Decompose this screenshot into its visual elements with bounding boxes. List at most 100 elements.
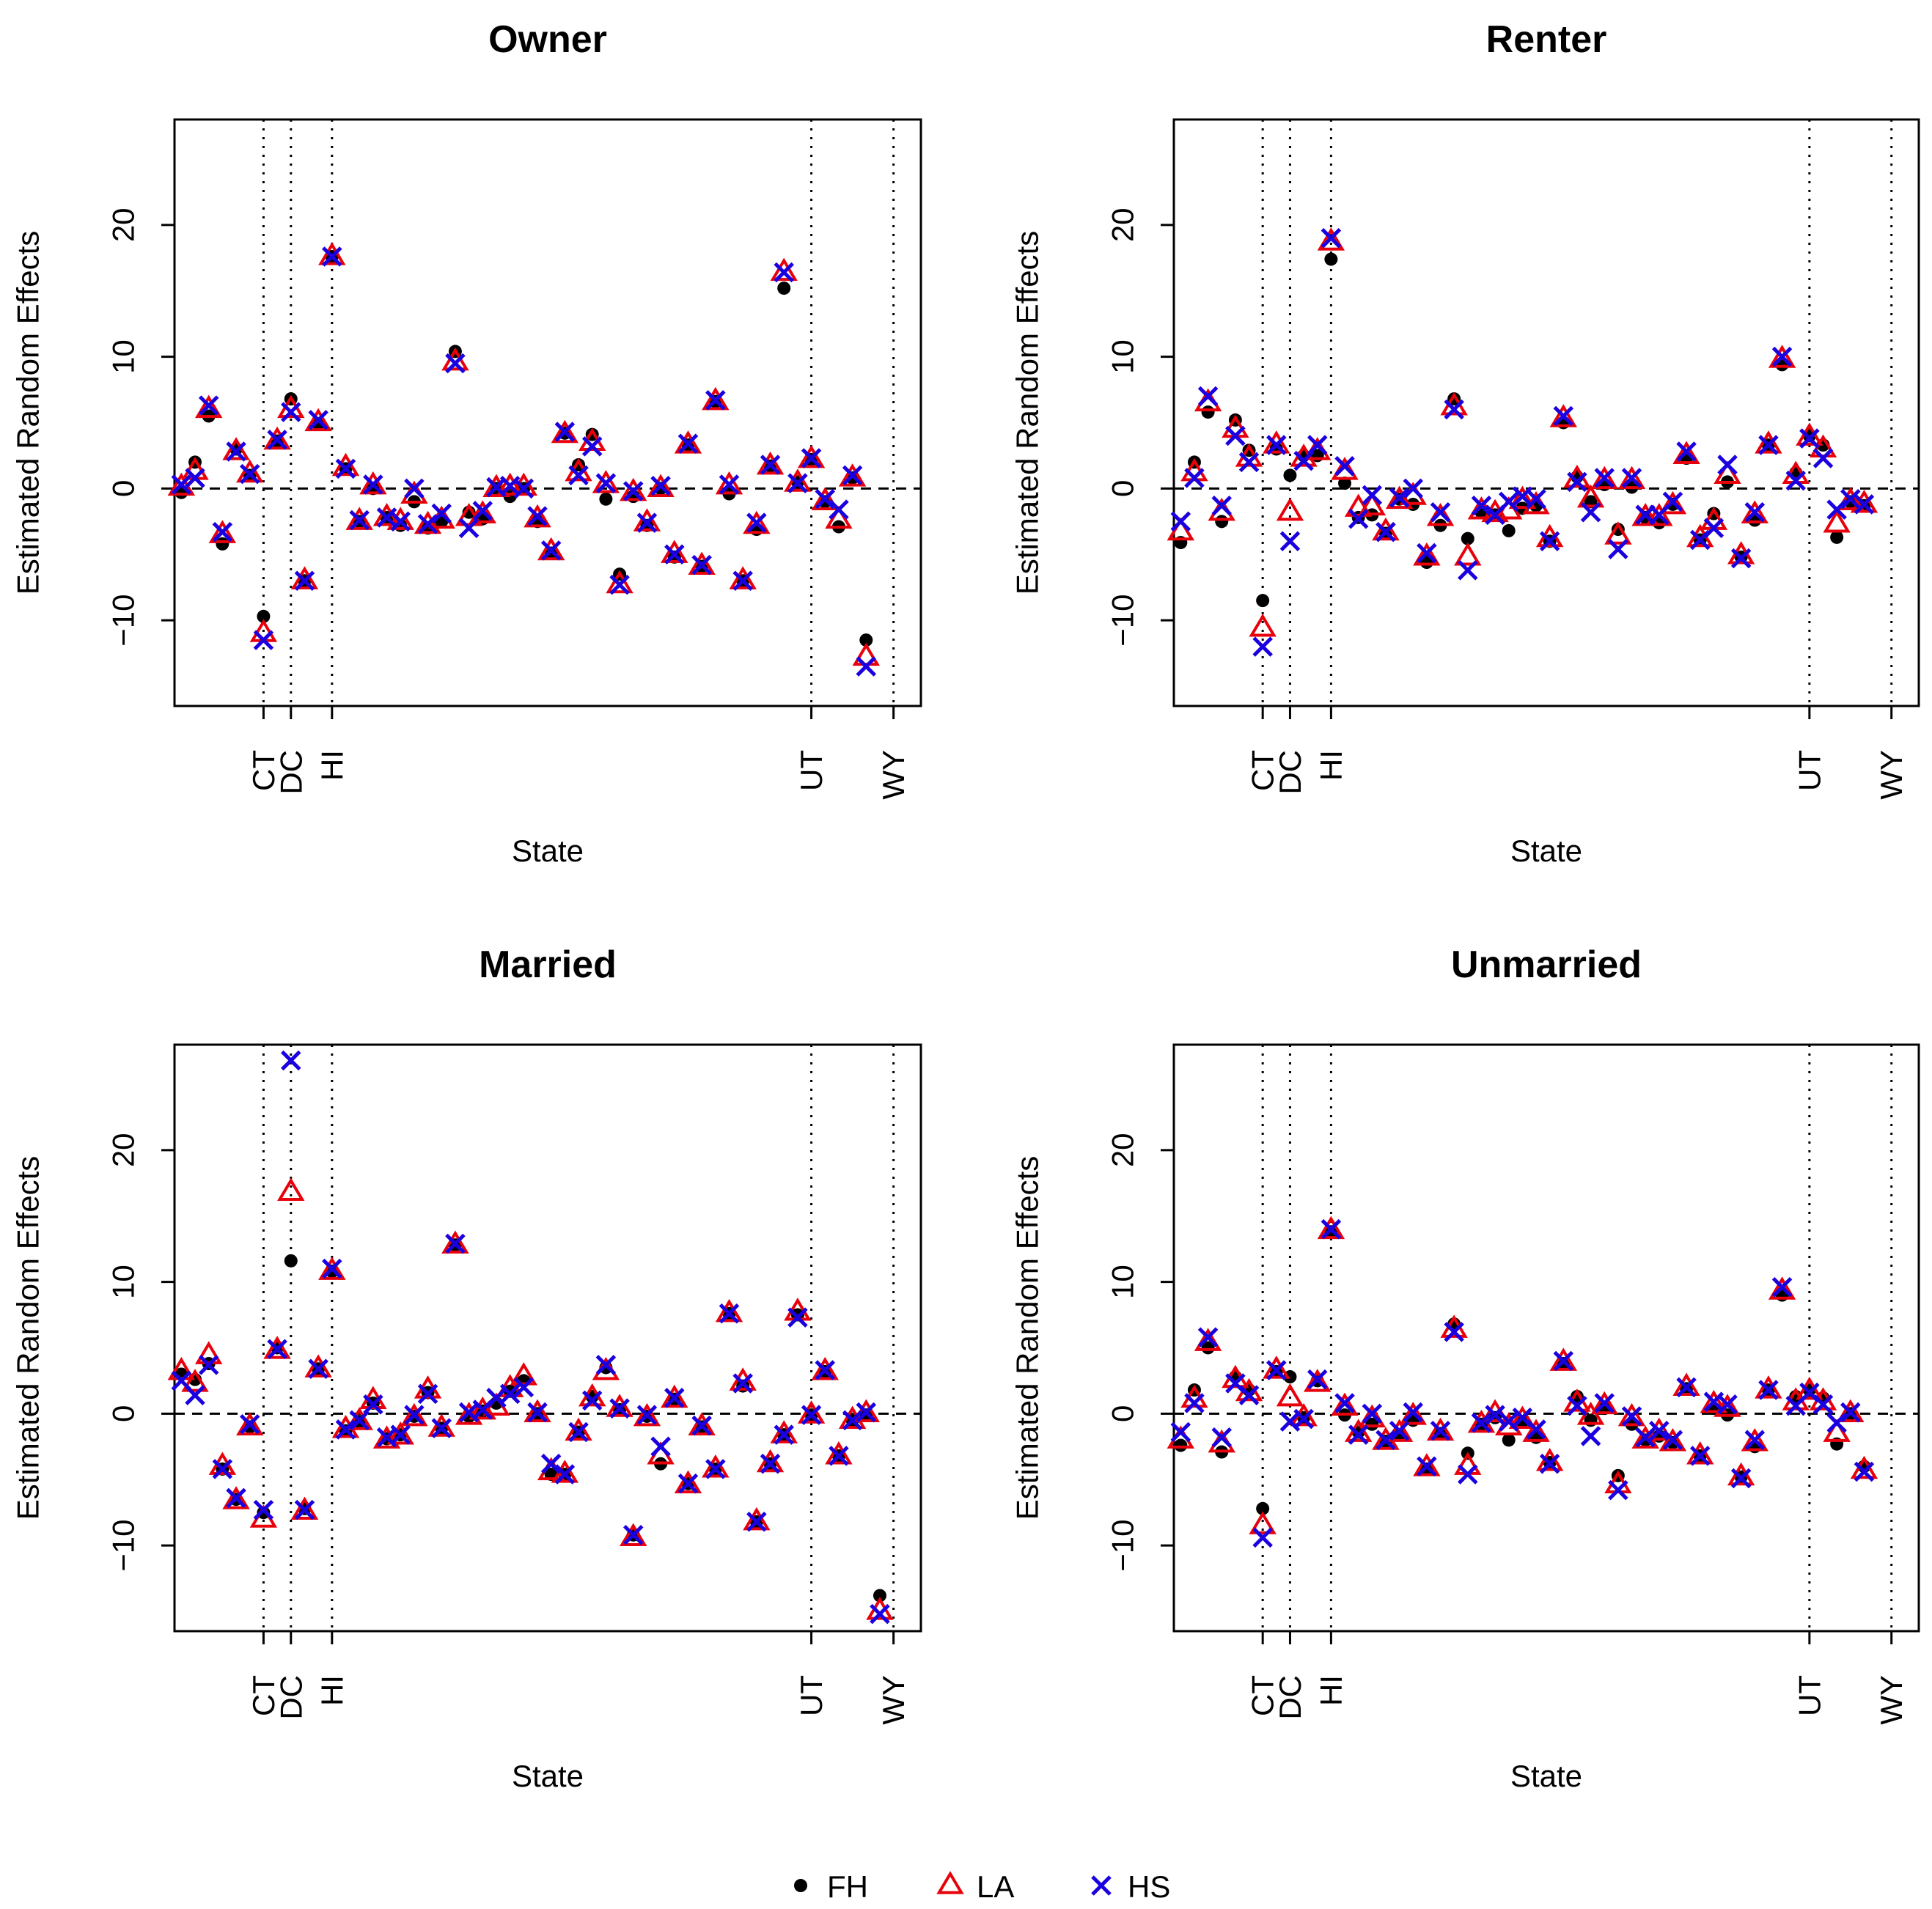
point-hs xyxy=(705,1459,726,1479)
point-la xyxy=(469,500,496,523)
point-hs xyxy=(308,410,328,430)
point-hs xyxy=(1553,405,1574,427)
point-la xyxy=(441,1230,469,1254)
y-tick-label: 0 xyxy=(106,480,141,497)
point-hs xyxy=(760,455,781,475)
point-la xyxy=(756,1449,785,1473)
x-tick-label-wy: WY xyxy=(1874,1675,1909,1725)
x-tick-label-wy: WY xyxy=(1874,750,1909,800)
x-axis-label: State xyxy=(1510,1759,1582,1793)
point-hs xyxy=(1348,508,1369,529)
point-hs xyxy=(1403,1402,1424,1423)
point-la xyxy=(1549,1347,1578,1371)
point-fh xyxy=(1365,1417,1379,1431)
point-fh xyxy=(312,417,326,431)
point-hs xyxy=(1854,1461,1875,1482)
point-fh xyxy=(599,492,613,506)
point-hs xyxy=(322,1258,342,1279)
point-la xyxy=(1263,430,1290,454)
point-la xyxy=(811,1356,839,1380)
point-hs xyxy=(622,481,644,501)
point-hs xyxy=(1567,471,1587,493)
point-fh xyxy=(1419,1462,1433,1476)
point-hs xyxy=(581,436,603,457)
point-hs xyxy=(1211,1427,1233,1448)
point-hs xyxy=(1362,1403,1383,1424)
point-fh xyxy=(859,633,873,647)
legend-marker-hs xyxy=(1091,1875,1112,1896)
series-la xyxy=(1167,227,1878,637)
point-hs xyxy=(226,1487,246,1509)
panel-unmarried: Unmarried −10 0 10 20 Estimated Random Effect… xyxy=(1010,944,1920,1793)
panel-title: Owner xyxy=(488,18,607,61)
point-la xyxy=(236,459,264,483)
point-la xyxy=(1768,1276,1796,1300)
point-la xyxy=(1645,503,1673,526)
point-la xyxy=(661,540,688,563)
chart-panels: Owner −10 0 10 20 Estimated Random Effects Sta… xyxy=(11,18,1920,1793)
point-fh xyxy=(1256,594,1270,608)
point-hs xyxy=(650,1436,671,1457)
point-hs xyxy=(1389,1420,1410,1441)
point-la xyxy=(1837,487,1865,510)
series-hs xyxy=(171,1050,890,1625)
point-la xyxy=(1317,227,1345,251)
x-tick-label-wy: WY xyxy=(876,1675,911,1725)
x-axis-label: State xyxy=(1510,834,1582,868)
point-la xyxy=(647,474,675,497)
point-hs xyxy=(322,246,342,267)
point-fh xyxy=(1324,1225,1338,1239)
point-hs xyxy=(622,1524,644,1545)
point-fh xyxy=(1611,523,1625,537)
point-la xyxy=(1604,521,1632,545)
point-hs xyxy=(1662,1430,1683,1451)
point-la xyxy=(222,437,250,460)
point-hs xyxy=(349,1410,370,1431)
point-la xyxy=(743,1507,771,1531)
point-la xyxy=(551,419,579,444)
point-la xyxy=(811,487,839,510)
point-hs xyxy=(842,465,863,486)
point-hs xyxy=(1621,1406,1642,1427)
point-hs xyxy=(1293,1408,1314,1430)
point-hs xyxy=(719,1303,740,1324)
point-la xyxy=(277,1177,305,1201)
legend-label: HS xyxy=(1128,1869,1170,1904)
point-fh xyxy=(216,537,229,551)
point-fh xyxy=(544,546,558,560)
point-hs xyxy=(595,1355,617,1375)
point-la xyxy=(1454,1452,1482,1475)
point-hs xyxy=(308,1358,328,1380)
point-hs xyxy=(1225,425,1246,446)
point-la xyxy=(565,1417,592,1441)
point-hs xyxy=(1840,488,1861,510)
point-hs xyxy=(1184,468,1205,488)
point-la xyxy=(1426,1417,1455,1441)
point-la xyxy=(1576,484,1605,508)
point-fh xyxy=(1516,1415,1529,1429)
point-hs xyxy=(677,1473,699,1494)
point-fh xyxy=(777,282,791,295)
point-la xyxy=(181,1369,209,1392)
point-la xyxy=(1714,1394,1741,1417)
x-tick-label-ct: CT xyxy=(1246,750,1280,791)
x-tick-label-dc: DC xyxy=(1273,750,1307,795)
point-la xyxy=(1741,1428,1769,1452)
x-tick-label-dc: DC xyxy=(1273,1675,1307,1720)
point-fh xyxy=(462,1409,476,1423)
point-la xyxy=(592,470,620,493)
point-la xyxy=(633,1402,661,1427)
legend-item-fh: FH xyxy=(794,1869,868,1904)
point-la xyxy=(1331,1392,1359,1416)
point-la xyxy=(222,1486,250,1509)
point-la xyxy=(797,444,826,468)
point-la xyxy=(1850,490,1878,513)
series-hs xyxy=(171,246,877,677)
panel-owner: Owner −10 0 10 20 Estimated Random Effects Sta… xyxy=(11,18,922,868)
point-hs xyxy=(1197,386,1219,407)
point-hs xyxy=(1458,1464,1478,1485)
point-hs xyxy=(609,1398,630,1419)
y-axis-label: Estimated Random Effects xyxy=(11,231,45,595)
point-hs xyxy=(363,1394,383,1415)
